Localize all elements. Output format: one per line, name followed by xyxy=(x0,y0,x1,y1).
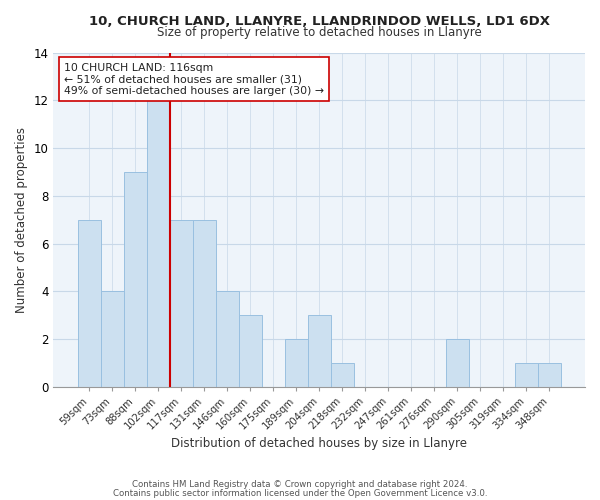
Bar xyxy=(446,339,469,387)
Bar xyxy=(331,363,354,387)
Bar xyxy=(515,363,538,387)
Bar xyxy=(124,172,146,387)
Text: Size of property relative to detached houses in Llanyre: Size of property relative to detached ho… xyxy=(157,26,482,40)
Bar xyxy=(239,315,262,387)
Bar xyxy=(101,292,124,387)
Bar xyxy=(193,220,215,387)
Y-axis label: Number of detached properties: Number of detached properties xyxy=(15,127,28,313)
X-axis label: Distribution of detached houses by size in Llanyre: Distribution of detached houses by size … xyxy=(171,437,467,450)
Bar xyxy=(170,220,193,387)
Text: 10 CHURCH LAND: 116sqm
← 51% of detached houses are smaller (31)
49% of semi-det: 10 CHURCH LAND: 116sqm ← 51% of detached… xyxy=(64,63,324,96)
Title: 10, CHURCH LAND, LLANYRE, LLANDRINDOD WELLS, LD1 6DX: 10, CHURCH LAND, LLANYRE, LLANDRINDOD WE… xyxy=(89,15,550,28)
Bar xyxy=(284,339,308,387)
Bar xyxy=(215,292,239,387)
Text: Contains HM Land Registry data © Crown copyright and database right 2024.: Contains HM Land Registry data © Crown c… xyxy=(132,480,468,489)
Bar xyxy=(146,100,170,387)
Bar xyxy=(308,315,331,387)
Bar xyxy=(77,220,101,387)
Text: Contains public sector information licensed under the Open Government Licence v3: Contains public sector information licen… xyxy=(113,488,487,498)
Bar xyxy=(538,363,561,387)
